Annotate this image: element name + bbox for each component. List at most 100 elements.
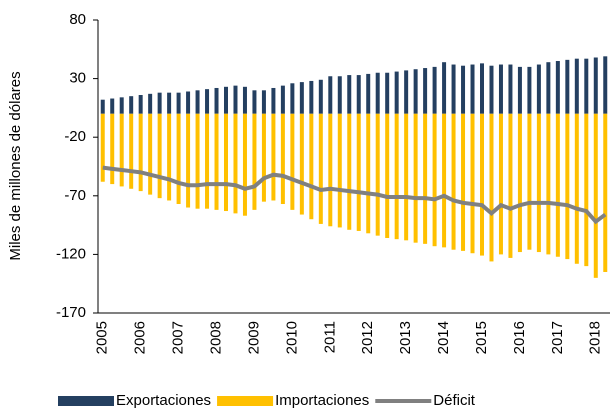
bar xyxy=(508,113,513,258)
y-tick-label: -70 xyxy=(64,187,86,204)
bar xyxy=(375,113,380,236)
bar xyxy=(517,66,522,114)
bar xyxy=(489,113,494,262)
bar xyxy=(603,113,608,272)
bar xyxy=(100,99,105,114)
x-tick-label: 2011 xyxy=(321,321,338,353)
bar xyxy=(366,113,371,234)
bar xyxy=(299,113,304,215)
bar xyxy=(555,61,560,114)
bar xyxy=(366,73,371,114)
legend-label: Importaciones xyxy=(275,392,369,409)
bar xyxy=(356,75,361,114)
bar xyxy=(385,113,390,238)
bar xyxy=(413,69,418,114)
bar xyxy=(593,57,598,114)
bar xyxy=(309,80,314,114)
bar xyxy=(489,65,494,114)
bar xyxy=(498,64,503,114)
bar xyxy=(290,113,295,210)
bar xyxy=(432,66,437,114)
x-tick-label: 2018 xyxy=(587,321,604,354)
bar xyxy=(536,113,541,253)
bar xyxy=(394,71,399,114)
bar xyxy=(498,113,503,255)
x-tick-label: 2014 xyxy=(435,321,452,354)
bar xyxy=(205,113,210,209)
x-tick-label: 2005 xyxy=(94,321,111,354)
bar xyxy=(129,113,134,189)
bar xyxy=(603,56,608,114)
bar xyxy=(593,113,598,278)
bar xyxy=(442,62,447,114)
bar xyxy=(252,90,257,114)
y-tick-label: 80 xyxy=(69,11,86,28)
bar xyxy=(451,113,456,250)
bar xyxy=(318,79,323,114)
legend-swatch xyxy=(217,396,274,406)
bar xyxy=(423,113,428,244)
bar xyxy=(100,113,105,182)
bar xyxy=(138,113,143,192)
bar xyxy=(461,113,466,251)
legend-label: Déficit xyxy=(433,392,476,409)
bar xyxy=(356,113,361,231)
bar xyxy=(404,70,409,114)
bar xyxy=(224,113,228,212)
bar xyxy=(451,64,456,114)
bar xyxy=(186,91,191,114)
bar xyxy=(565,113,570,260)
bar xyxy=(584,58,589,114)
bar xyxy=(176,92,181,114)
x-tick-label: 2010 xyxy=(283,321,300,354)
bar xyxy=(584,113,589,267)
x-tick-label: 2017 xyxy=(549,321,566,354)
bar xyxy=(280,113,285,205)
bar xyxy=(195,90,200,114)
bar xyxy=(536,64,541,114)
bar xyxy=(280,85,285,114)
bar xyxy=(413,113,418,243)
x-tick-label: 2008 xyxy=(207,321,224,354)
bar xyxy=(271,113,276,201)
bar xyxy=(167,92,172,114)
bar xyxy=(546,113,551,255)
y-tick-label: -20 xyxy=(64,128,86,145)
bar xyxy=(233,113,238,214)
y-tick-label: -170 xyxy=(56,304,86,321)
bar xyxy=(138,95,143,114)
bar xyxy=(574,113,579,264)
bar xyxy=(157,92,162,114)
bar xyxy=(195,113,200,209)
bar xyxy=(480,63,484,114)
bar xyxy=(214,87,219,114)
bar xyxy=(214,113,219,210)
bar xyxy=(442,113,447,248)
bar xyxy=(546,62,551,114)
bar xyxy=(148,93,153,114)
x-tick-label: 2016 xyxy=(511,321,528,354)
bar xyxy=(148,113,153,195)
bar xyxy=(119,113,124,187)
bar xyxy=(423,68,428,114)
bar xyxy=(167,113,172,201)
bar xyxy=(205,89,210,114)
bar xyxy=(347,113,352,230)
y-tick-label: 30 xyxy=(69,70,86,87)
bar xyxy=(404,113,409,241)
bar xyxy=(337,113,342,228)
bar xyxy=(470,113,475,254)
bar xyxy=(461,65,466,114)
bar xyxy=(261,90,266,114)
bar xyxy=(508,64,513,114)
bar xyxy=(555,113,560,257)
bar xyxy=(309,113,314,220)
bar xyxy=(347,75,352,114)
bar xyxy=(119,97,124,114)
legend-swatch xyxy=(58,396,114,406)
legend-label: Exportaciones xyxy=(116,392,211,409)
y-tick-label: -120 xyxy=(56,245,86,262)
x-tick-label: 2015 xyxy=(473,321,490,354)
bar xyxy=(565,59,570,114)
bar xyxy=(261,113,266,202)
